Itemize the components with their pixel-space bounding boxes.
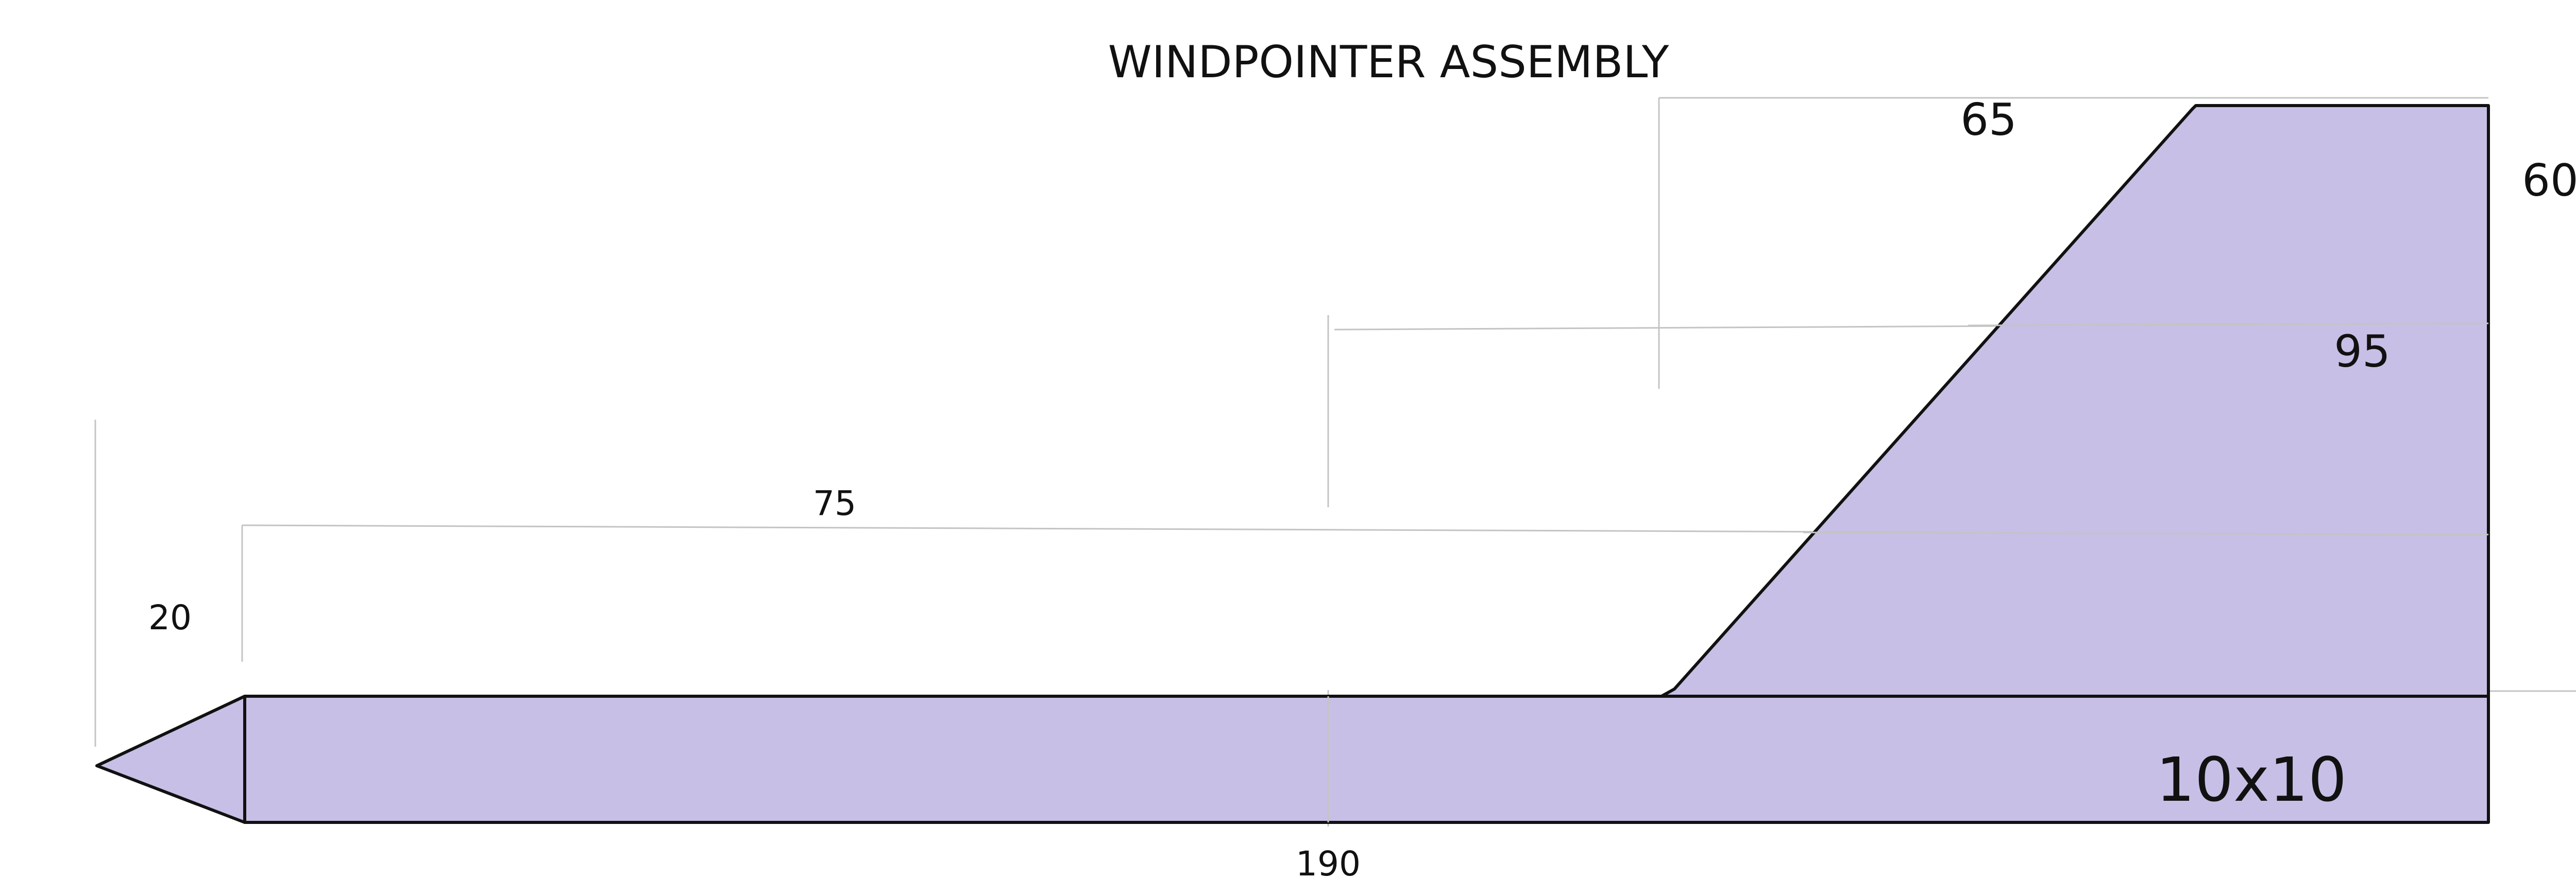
drawing-title: WINDPOINTER ASSEMBLY	[1108, 37, 1669, 88]
guide-95-through-fin	[1968, 322, 2489, 326]
dim-pointer-height: 20	[148, 598, 192, 638]
dim-fin-top-width: 65	[1960, 94, 2016, 146]
dim-fin-height: 60	[2522, 155, 2576, 206]
dim-fin-offset: 75	[813, 484, 856, 523]
pointer-tip	[95, 695, 246, 824]
dim-body-section: 10x10	[2156, 744, 2347, 815]
guide-75-through-fin	[1803, 531, 2489, 536]
dim-body-length: 190	[1296, 844, 1361, 884]
dim-fin-overall: 95	[2334, 326, 2390, 377]
body-bar	[243, 695, 2490, 824]
fin-plate	[1660, 104, 2490, 698]
